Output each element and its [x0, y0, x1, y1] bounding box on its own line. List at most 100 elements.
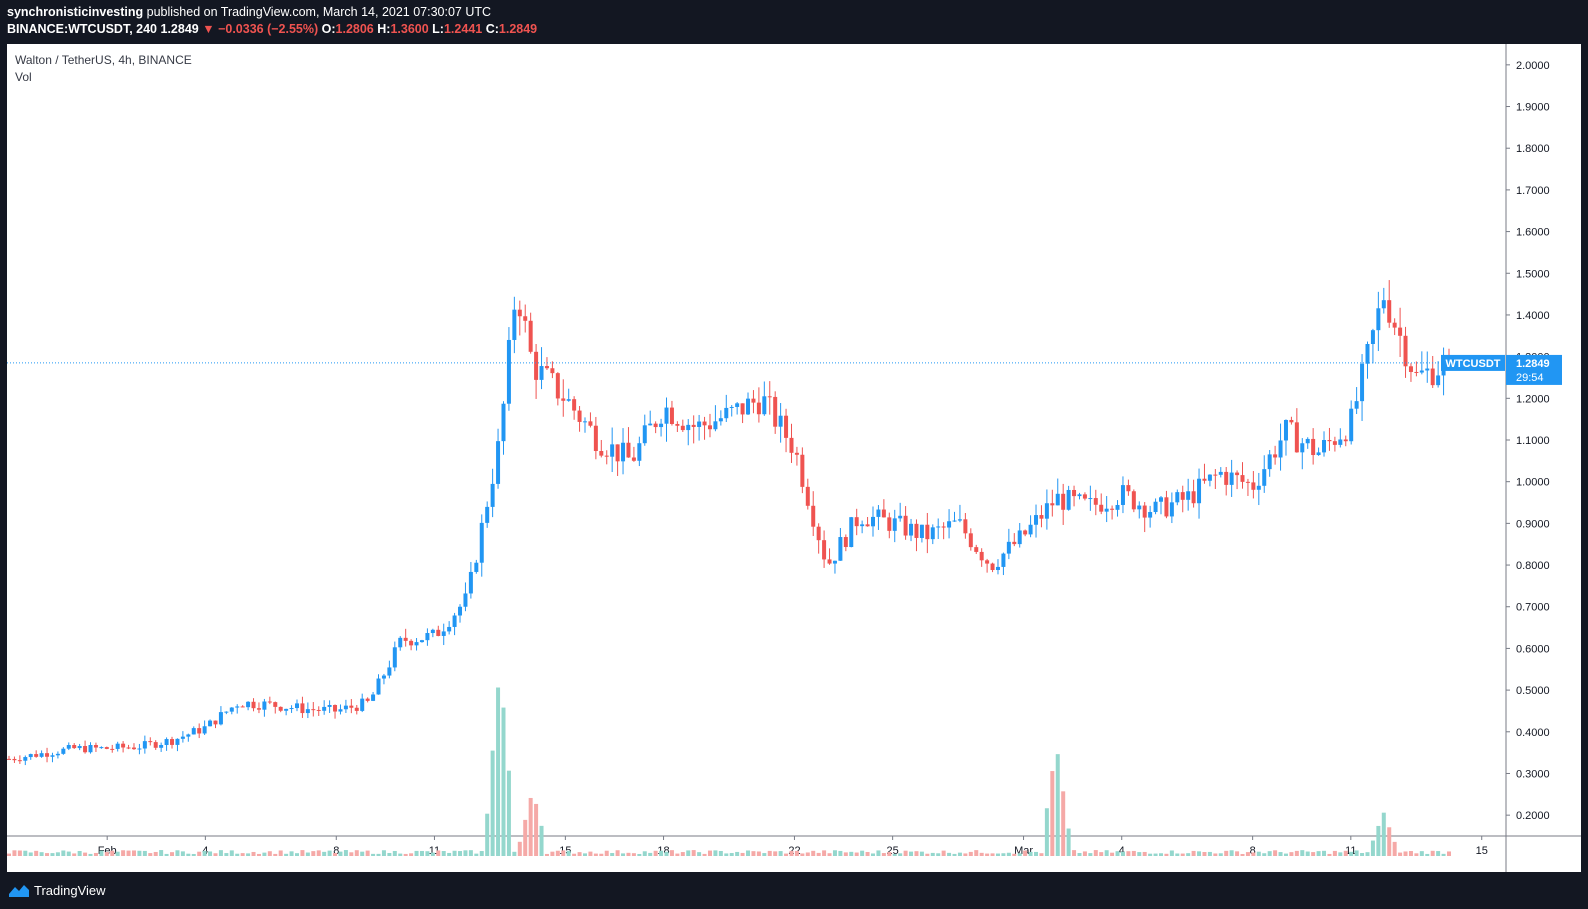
- candle-body: [1034, 515, 1039, 525]
- volume-bar: [968, 851, 973, 856]
- last-price: 1.2849: [160, 22, 199, 36]
- candle-body: [1050, 503, 1055, 506]
- candle-body: [1093, 498, 1098, 505]
- volume-bar: [398, 853, 403, 856]
- candle-body: [686, 424, 691, 431]
- price-tick-label: 1.4000: [1516, 310, 1550, 322]
- candle-body: [1175, 492, 1180, 503]
- candle-body: [72, 745, 77, 749]
- volume-bar: [528, 797, 533, 856]
- high-value: 1.3600: [390, 22, 429, 36]
- price-tick-label: 0.2000: [1516, 810, 1550, 822]
- candle-body: [1159, 497, 1163, 502]
- candle-body: [441, 631, 446, 636]
- candle-body: [1365, 344, 1370, 364]
- volume-bar: [1338, 852, 1343, 856]
- tradingview-logo-icon[interactable]: [8, 882, 30, 898]
- price-tag: [1506, 354, 1562, 385]
- volume-bar: [919, 851, 924, 856]
- candle-body: [919, 524, 924, 538]
- volume-bar: [278, 850, 283, 856]
- candle-body: [707, 425, 712, 430]
- candle-body: [1425, 368, 1430, 371]
- candle-body: [1017, 530, 1022, 545]
- volume-bar: [159, 850, 164, 856]
- time-tick-label: 8: [333, 845, 339, 857]
- candle-body: [1153, 501, 1158, 513]
- volume-bar: [28, 852, 33, 856]
- chart-legend-title[interactable]: Walton / TetherUS, 4h, BINANCE: [15, 53, 192, 67]
- volume-bar: [1430, 850, 1435, 856]
- candle-body: [544, 366, 549, 369]
- chart-area[interactable]: 2.0000 1.9000 1.8000 1.7000 1.6000 1.5000 1.40…: [7, 44, 1581, 872]
- candle-body: [452, 615, 457, 627]
- candle-body: [816, 526, 821, 541]
- candle-body: [197, 728, 202, 734]
- volume-bar: [88, 853, 93, 856]
- candle-body: [974, 547, 979, 552]
- candle-body: [664, 407, 669, 424]
- author-name[interactable]: synchronisticinvesting: [7, 5, 144, 19]
- volume-bar: [474, 853, 479, 856]
- volume-bar: [577, 852, 582, 856]
- candle-body: [990, 563, 995, 571]
- volume-bar: [1153, 853, 1158, 856]
- volume-bar: [1360, 853, 1365, 856]
- candle-body: [333, 704, 338, 712]
- volume-bar: [441, 851, 446, 856]
- time-tick-label: 11: [429, 845, 440, 857]
- volume-bar: [349, 852, 354, 856]
- volume-legend[interactable]: Vol: [15, 70, 32, 84]
- volume-bar: [1403, 851, 1408, 856]
- price-tick-label: 1.1000: [1516, 435, 1550, 447]
- volume-bar: [1066, 828, 1071, 856]
- candle-body: [1023, 530, 1028, 535]
- volume-bar: [501, 707, 506, 856]
- candle-body: [1354, 401, 1359, 409]
- volume-bar: [838, 850, 843, 856]
- price-chart[interactable]: 2.0000 1.9000 1.8000 1.7000 1.6000 1.5000 1.40…: [7, 44, 1581, 872]
- down-arrow-icon: ▼: [202, 22, 215, 36]
- candle-body: [995, 566, 1000, 571]
- price-tick-label: 0.4000: [1516, 727, 1550, 739]
- candle-body: [305, 709, 310, 714]
- candle-body: [137, 748, 142, 750]
- price-change: −0.0336 (−2.55%): [218, 22, 319, 36]
- volume-bar: [126, 850, 131, 856]
- chart-header: synchronisticinvesting published on Trad…: [0, 0, 1588, 44]
- volume-bar: [724, 853, 729, 856]
- footer-brand[interactable]: TradingView: [34, 883, 106, 898]
- footer: TradingView: [0, 872, 1588, 909]
- candle-body: [202, 726, 207, 734]
- volume-bar: [995, 853, 1000, 856]
- volume-bar: [512, 851, 517, 856]
- volume-bar: [1224, 850, 1229, 856]
- volume-bar: [876, 850, 881, 856]
- candle-body: [83, 746, 88, 753]
- volume-bar: [1175, 853, 1180, 856]
- price-tick-label: 1.8000: [1516, 143, 1550, 155]
- candle-body: [1088, 498, 1093, 500]
- candle-body: [1120, 485, 1125, 505]
- volume-bar: [1240, 853, 1245, 856]
- candle-body: [669, 407, 674, 424]
- volume-bar: [458, 851, 463, 856]
- volume-bar: [686, 850, 691, 856]
- volume-bar: [860, 850, 865, 856]
- symbol-tag: [1441, 354, 1505, 371]
- price-tick-label: 1.2000: [1516, 393, 1550, 405]
- price-tick-label: 0.8000: [1516, 560, 1550, 572]
- candle-body: [746, 398, 751, 415]
- candle-body: [284, 708, 289, 711]
- volume-bar: [295, 853, 299, 856]
- volume-bar: [322, 851, 327, 856]
- candle-body: [1131, 491, 1136, 510]
- volume-bar: [784, 853, 789, 856]
- volume-bar: [604, 850, 609, 856]
- volume-bar: [1289, 852, 1294, 856]
- volume-bar: [1148, 853, 1153, 856]
- volume-bar: [1120, 851, 1125, 856]
- volume-bar: [1039, 853, 1044, 856]
- volume-bar: [55, 852, 60, 856]
- volume-bar: [1164, 853, 1169, 856]
